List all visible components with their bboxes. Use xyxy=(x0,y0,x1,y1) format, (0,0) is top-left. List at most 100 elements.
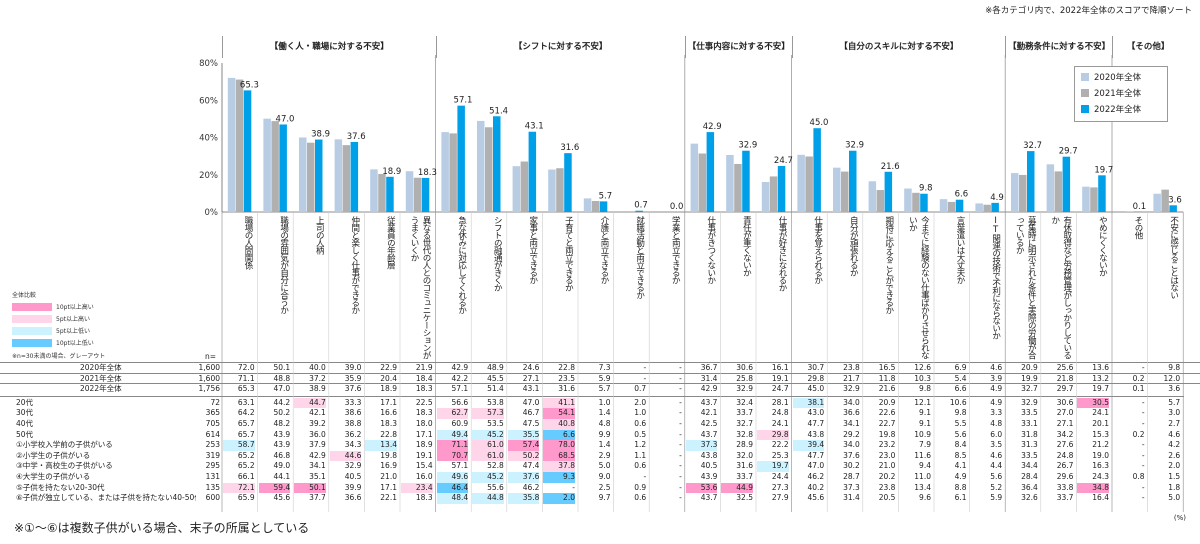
table-cell: 2.7 xyxy=(1168,419,1181,428)
table-cell: 29.8 xyxy=(757,429,789,441)
table-cell: 17.1 xyxy=(415,429,433,439)
table-cell: 26.7 xyxy=(1056,461,1074,471)
comparison-legend: 全体比較 10pt以上高い 5pt以上高い 5pt以上低い 10pt以上低い ※n=3… xyxy=(12,290,105,360)
table-cell: 22.5 xyxy=(415,397,433,407)
data-label-2022: 32.9 xyxy=(738,141,757,151)
comparison-legend-item: 10pt以上高い xyxy=(12,302,105,311)
table-cell: 36.6 xyxy=(843,408,860,418)
table-row: ③中学・高校生の子供がいる 295 65.2 49.0 34.1 32.9 16.9 15.4… xyxy=(0,461,1200,472)
comparison-label: 10pt以上低い xyxy=(56,340,94,347)
table-cell: 36.7 xyxy=(700,363,718,372)
question-label: 異なる世代の人とのコミュニケーションがうまくいくか xyxy=(409,216,431,359)
legend: 2020年全体 2021年全体 2022年全体 xyxy=(1074,66,1168,122)
table-cell: 32.9 xyxy=(843,384,860,394)
table-cell: 23.0 xyxy=(878,450,896,460)
table-cell: 29.6 xyxy=(1056,472,1074,481)
bar-3 xyxy=(991,202,999,212)
table-cell: 72.1 xyxy=(223,482,255,494)
table-cell: 22.1 xyxy=(380,493,397,503)
table-cell: 2.5 xyxy=(598,482,611,492)
table-cell: 71.1 xyxy=(237,373,255,383)
question-label: 今までに経験のない仕事ばかりさせられないか xyxy=(907,216,930,359)
table-cell: - xyxy=(679,408,682,418)
table-cell: 30.7 xyxy=(807,363,825,372)
bar-2 xyxy=(591,201,600,212)
bar-2 xyxy=(1090,187,1098,212)
table-cell: 9.8 xyxy=(919,384,931,394)
row-label: 2021年全体 xyxy=(80,373,122,383)
table-cell: 9.1 xyxy=(919,408,931,418)
table-cell: 32.4 xyxy=(736,397,753,407)
data-label-2022: 32.9 xyxy=(845,141,864,151)
table-cell: 35.8 xyxy=(507,493,540,504)
bar-2 xyxy=(342,145,351,212)
comparison-label: 5pt以上低い xyxy=(56,328,90,335)
table-cell: 9.0 xyxy=(598,472,611,481)
row-label: 20代 xyxy=(16,397,34,407)
table-cell: 25.3 xyxy=(771,450,789,460)
table-cell: 30.6 xyxy=(736,363,753,372)
table-cell: 1.5 xyxy=(1168,472,1181,481)
data-label-2022: 65.3 xyxy=(240,80,259,90)
table-cell: 65.2 xyxy=(237,461,255,471)
table-cell: 46.8 xyxy=(273,450,291,460)
table-cell: 4.8 xyxy=(598,419,611,428)
table-cell: 2.9 xyxy=(598,450,611,460)
table-cell: 19.8 xyxy=(380,450,397,460)
data-label-2022: 0.1 xyxy=(1133,202,1147,212)
table-cell: 32.9 xyxy=(736,384,753,394)
table-cell: 30.5 xyxy=(1077,397,1109,409)
table-cell: 13.4 xyxy=(365,440,397,451)
table-cell: 56.6 xyxy=(451,397,469,407)
table-cell: 22.9 xyxy=(380,363,397,372)
table-cell: 5.7 xyxy=(598,384,611,394)
table-cell: 27.6 xyxy=(1056,440,1074,450)
bar-1 xyxy=(726,155,734,212)
table-cell: 37.3 xyxy=(843,482,860,492)
bar-3 xyxy=(350,141,359,212)
table-cell: 42.5 xyxy=(700,419,718,428)
row-label: 2020年全体 xyxy=(80,363,122,372)
legend-item: 2020年全体 xyxy=(1081,71,1161,83)
table-cell: 58.7 xyxy=(223,440,255,451)
table-cell: 37.6 xyxy=(344,384,362,394)
table-cell: 28.9 xyxy=(736,440,753,450)
table-cell: 29.2 xyxy=(843,429,860,439)
table-cell: 37.2 xyxy=(309,373,326,383)
table-cell: 1.8 xyxy=(1168,482,1181,492)
y-tick-label: 20% xyxy=(199,171,218,181)
table-cell: - xyxy=(643,472,647,481)
table-cell: 49.4 xyxy=(436,429,469,441)
table-cell: 15.4 xyxy=(415,461,433,471)
table-cell: - xyxy=(1141,408,1145,418)
table-cell: 45.2 xyxy=(472,429,504,441)
table-cell: 63.1 xyxy=(237,397,255,407)
data-label-2022: 43.1 xyxy=(525,122,544,132)
bar-1 xyxy=(227,77,236,213)
table-cell: 22.2 xyxy=(771,440,789,450)
table-cell: 1.0 xyxy=(634,408,647,418)
table-cell: 0.8 xyxy=(1132,472,1145,481)
bar-3 xyxy=(386,176,394,212)
table-cell: 37.6 xyxy=(843,450,860,460)
table-cell: 20.9 xyxy=(1021,363,1038,372)
table-cell: 5.2 xyxy=(990,482,1003,492)
table-cell: 65.3 xyxy=(237,384,255,394)
bar-1 xyxy=(1082,186,1090,212)
table-cell: 32.9 xyxy=(1021,397,1038,407)
table-row: 2020年全体 1,600 72.0 50.1 40.0 39.0 22.9 21.9 42.9… xyxy=(0,362,1200,373)
table-cell: 28.7 xyxy=(843,472,860,481)
table-cell: 64.2 xyxy=(237,408,255,418)
table-cell: 1.4 xyxy=(598,408,611,418)
question-label: シフトの融通がきくか xyxy=(492,216,503,291)
table-cell: 47.0 xyxy=(273,384,291,394)
table-cell: 22.6 xyxy=(878,408,896,418)
row-n: 72 xyxy=(210,397,220,407)
table-cell: 1.4 xyxy=(598,440,611,450)
table-cell: 18.3 xyxy=(415,384,433,394)
table-cell: 32.7 xyxy=(736,419,753,428)
data-label-2022: 32.7 xyxy=(1023,141,1042,151)
bar-2 xyxy=(485,127,493,212)
y-tick-label: 60% xyxy=(199,96,218,106)
bar-1 xyxy=(299,137,307,212)
